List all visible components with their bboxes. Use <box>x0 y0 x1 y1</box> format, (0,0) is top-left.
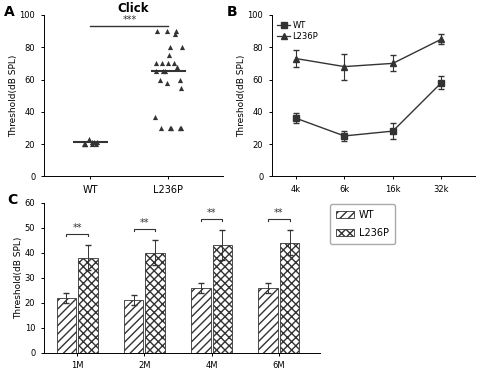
Point <box>88 140 96 146</box>
Point <box>156 76 164 82</box>
Bar <box>257 288 277 352</box>
Text: **: ** <box>273 208 283 218</box>
Point <box>178 44 185 50</box>
Point <box>152 68 160 74</box>
Point <box>151 114 159 120</box>
Point <box>164 53 172 58</box>
Point <box>173 64 181 70</box>
Point <box>167 125 175 131</box>
Title: Click: Click <box>118 2 149 15</box>
Bar <box>279 243 299 352</box>
Text: ***: *** <box>122 15 136 25</box>
Legend: WT, L236P: WT, L236P <box>330 204 393 244</box>
Text: **: ** <box>206 208 216 218</box>
Bar <box>191 288 210 352</box>
Point <box>176 125 183 131</box>
Point <box>169 60 177 66</box>
Y-axis label: Threshold(dB SPL): Threshold(dB SPL) <box>237 54 245 137</box>
Point <box>172 28 180 34</box>
Text: **: ** <box>139 218 149 228</box>
Point <box>163 80 171 86</box>
Point <box>158 68 166 74</box>
Text: A: A <box>4 5 15 20</box>
Bar <box>57 297 76 352</box>
Bar <box>145 252 165 352</box>
Point <box>170 32 178 38</box>
Point <box>84 136 92 142</box>
Text: C: C <box>8 194 18 207</box>
Point <box>177 125 184 131</box>
Point <box>93 140 101 146</box>
Point <box>176 85 184 91</box>
Text: B: B <box>227 5 237 20</box>
Point <box>161 68 168 74</box>
Point <box>163 28 170 34</box>
Point <box>164 60 172 66</box>
Point <box>90 140 98 146</box>
Point <box>166 44 173 50</box>
Text: **: ** <box>72 223 82 233</box>
Legend: WT, L236P: WT, L236P <box>275 19 319 42</box>
Point <box>157 125 165 131</box>
Point <box>166 125 173 131</box>
Point <box>81 141 89 147</box>
Bar <box>123 300 143 352</box>
Point <box>152 28 160 34</box>
Bar <box>212 245 232 352</box>
Point <box>79 141 87 147</box>
Point <box>88 141 96 147</box>
Point <box>176 76 183 82</box>
Y-axis label: Threshold(dB SPL): Threshold(dB SPL) <box>9 54 18 137</box>
Point <box>158 60 166 66</box>
Bar <box>78 258 98 352</box>
Y-axis label: Threshold(dB SPL): Threshold(dB SPL) <box>14 236 23 319</box>
Point <box>81 141 89 147</box>
Point <box>152 60 160 66</box>
Point <box>92 141 100 147</box>
